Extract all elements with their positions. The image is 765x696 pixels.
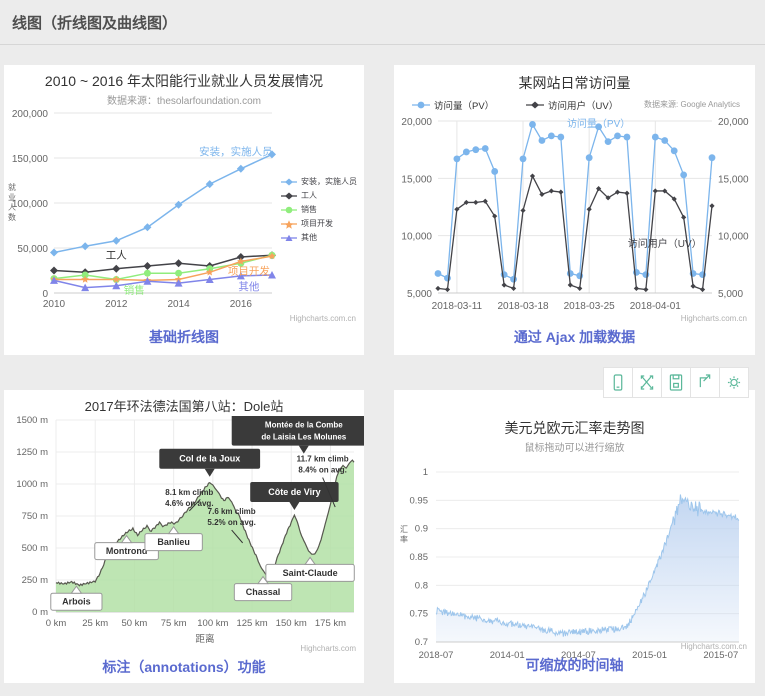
svg-text:2018-04-01: 2018-04-01 (630, 301, 682, 312)
svg-text:15,000: 15,000 (718, 174, 749, 185)
svg-text:0.8: 0.8 (415, 580, 428, 591)
svg-text:0.9: 0.9 (415, 524, 428, 535)
svg-text:2016: 2016 (230, 299, 253, 310)
svg-text:250 m: 250 m (22, 575, 48, 586)
svg-text:20,000: 20,000 (401, 117, 432, 128)
svg-text:1: 1 (423, 467, 428, 478)
svg-text:Saint-Claude: Saint-Claude (283, 568, 338, 578)
svg-text:100,000: 100,000 (12, 199, 49, 210)
svg-text:4.6% on avg.: 4.6% on avg. (165, 499, 213, 508)
svg-text:2018-03-18: 2018-03-18 (497, 301, 549, 312)
svg-text:Chassal: Chassal (246, 587, 281, 597)
svg-text:10,000: 10,000 (401, 232, 432, 243)
svg-text:200,000: 200,000 (12, 109, 49, 120)
svg-text:8.4% on avg.: 8.4% on avg. (298, 466, 346, 475)
svg-text:0.85: 0.85 (410, 552, 429, 563)
svg-text:0.7: 0.7 (415, 637, 428, 648)
svg-text:0.95: 0.95 (410, 495, 429, 506)
svg-text:50,000: 50,000 (17, 244, 48, 255)
svg-text:0 km: 0 km (46, 618, 67, 629)
svg-text:50 km: 50 km (121, 618, 147, 629)
svg-text:0 m: 0 m (32, 607, 48, 618)
svg-text:750 m: 750 m (22, 511, 48, 522)
svg-text:1250 m: 1250 m (16, 447, 48, 458)
svg-text:5,000: 5,000 (718, 289, 743, 300)
svg-text:Côte de Viry: Côte de Viry (268, 487, 320, 497)
svg-text:de Laisia Les Molunes: de Laisia Les Molunes (261, 433, 346, 442)
svg-text:5.2% on avg.: 5.2% on avg. (207, 518, 255, 527)
svg-text:7.6 km climb: 7.6 km climb (208, 507, 256, 516)
svg-text:其他: 其他 (238, 280, 259, 293)
svg-text:2014: 2014 (167, 299, 190, 310)
svg-text:2018-03-25: 2018-03-25 (564, 301, 616, 312)
svg-text:11.7 km climb: 11.7 km climb (297, 455, 349, 464)
svg-text:1000 m: 1000 m (16, 479, 48, 490)
svg-text:2010: 2010 (43, 299, 66, 310)
svg-text:Montée de la Combe: Montée de la Combe (265, 421, 343, 430)
svg-text:75 km: 75 km (161, 618, 187, 629)
svg-text:2018-03-11: 2018-03-11 (432, 301, 483, 312)
svg-text:20,000: 20,000 (718, 117, 749, 128)
svg-text:500 m: 500 m (22, 543, 48, 554)
svg-text:Arbois: Arbois (62, 597, 91, 607)
svg-text:125 km: 125 km (236, 618, 267, 629)
svg-text:175 km: 175 km (315, 618, 346, 629)
svg-text:25 km: 25 km (82, 618, 108, 629)
svg-text:0.75: 0.75 (410, 609, 429, 620)
svg-text:工人: 工人 (106, 250, 127, 262)
svg-text:访问用户（UV）: 访问用户（UV） (628, 237, 702, 250)
svg-text:150 km: 150 km (276, 618, 307, 629)
svg-text:2012: 2012 (105, 299, 128, 310)
svg-text:15,000: 15,000 (401, 174, 432, 185)
svg-text:10,000: 10,000 (718, 232, 749, 243)
svg-text:150,000: 150,000 (12, 154, 49, 165)
svg-text:访问量（PV）: 访问量（PV） (567, 117, 630, 130)
svg-text:项目开发: 项目开发 (228, 265, 270, 278)
svg-text:8.1 km climb: 8.1 km climb (165, 488, 213, 497)
svg-text:Col de la Joux: Col de la Joux (179, 454, 240, 464)
svg-text:100 km: 100 km (197, 618, 228, 629)
svg-text:Banlieu: Banlieu (157, 537, 190, 547)
svg-text:销售: 销售 (124, 284, 145, 297)
svg-text:Montrond: Montrond (106, 546, 147, 556)
svg-text:1500 m: 1500 m (16, 416, 48, 426)
svg-text:5,000: 5,000 (407, 289, 432, 300)
svg-text:距离: 距离 (195, 633, 214, 645)
svg-text:安装，实施人员: 安装，实施人员 (199, 145, 273, 158)
